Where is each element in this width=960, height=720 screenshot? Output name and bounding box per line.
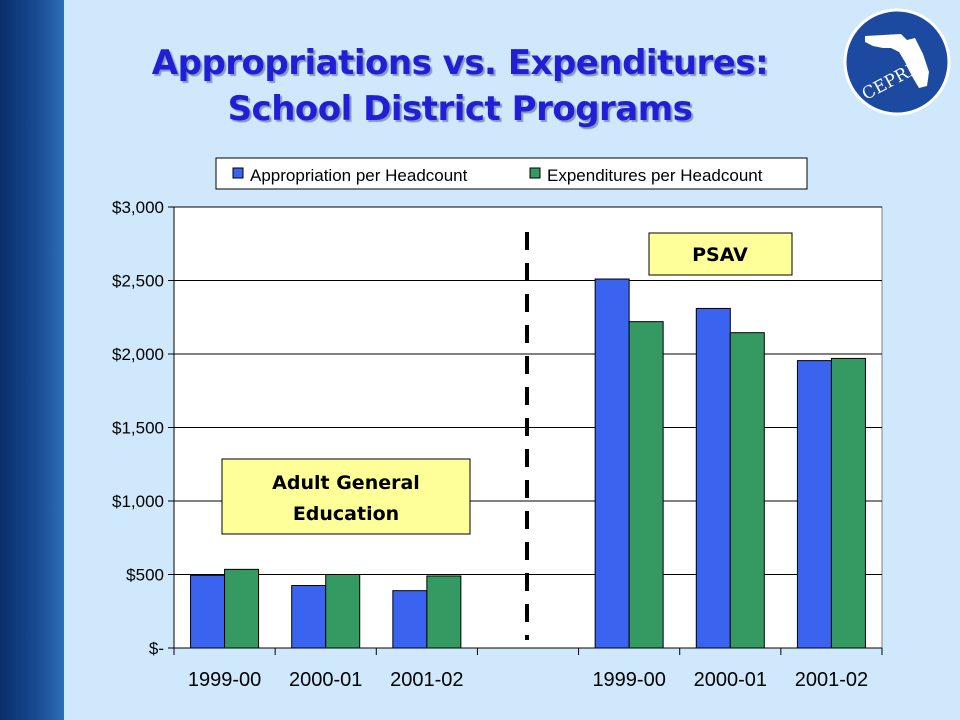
x-category-label: 2001-02 bbox=[390, 669, 463, 691]
bar-appropriation-0 bbox=[190, 574, 226, 649]
legend-label-appropriation: Appropriation per Headcount bbox=[250, 166, 468, 185]
annotation-psav-text: PSAV bbox=[692, 244, 748, 266]
slide-title: Appropriations vs. Expenditures: School … bbox=[70, 40, 850, 132]
bar-appropriation-4 bbox=[594, 278, 630, 649]
annotation-line-2: Education bbox=[293, 503, 399, 525]
bar-appropriation-5 bbox=[695, 307, 731, 649]
y-tick-label: $2,000 bbox=[112, 345, 164, 364]
bar-appropriation-6 bbox=[796, 360, 832, 649]
x-category-label: 1999-00 bbox=[188, 669, 261, 691]
y-tick-label: $500 bbox=[126, 566, 164, 585]
cepri-logo: CEPRI bbox=[843, 8, 951, 116]
y-axis-ticks: $- $500 $1,000 $1,500 $2,000 $2,500 $3,000 bbox=[112, 198, 174, 658]
x-category-label: 2001-02 bbox=[795, 669, 868, 691]
annotation-psav: PSAV bbox=[648, 232, 793, 276]
x-category-label: 2000-01 bbox=[289, 669, 362, 691]
y-tick-label: $3,000 bbox=[112, 198, 164, 217]
slide-title-line-1: Appropriations vs. Expenditures: bbox=[151, 43, 769, 83]
legend-label-expenditure: Expenditures per Headcount bbox=[547, 166, 763, 185]
bar-expenditure-6 bbox=[830, 357, 866, 649]
y-tick-label: $1,000 bbox=[112, 492, 164, 511]
legend-swatch-appropriation bbox=[232, 167, 244, 179]
bar-expenditure-4 bbox=[628, 321, 664, 649]
bars bbox=[190, 278, 866, 649]
bar-expenditure-1 bbox=[325, 574, 361, 649]
y-tick-label: $1,500 bbox=[112, 419, 164, 438]
bar-expenditure-5 bbox=[729, 332, 765, 649]
legend: Appropriation per Headcount Expenditures… bbox=[215, 157, 808, 190]
annotation-line-1: Adult General bbox=[272, 472, 420, 494]
x-category-label: 2000-01 bbox=[694, 669, 767, 691]
bar-appropriation-2 bbox=[392, 590, 428, 649]
side-band bbox=[0, 0, 64, 720]
x-category-label: 1999-00 bbox=[592, 669, 665, 691]
bar-expenditure-2 bbox=[426, 575, 462, 649]
bar-expenditure-0 bbox=[224, 568, 260, 649]
annotation-adult-general-education: Adult General Education bbox=[221, 458, 471, 535]
y-tick-label: $2,500 bbox=[112, 272, 164, 291]
y-tick-label: $- bbox=[149, 639, 164, 658]
slide-title-line-2: School District Programs bbox=[227, 89, 693, 129]
florida-shape-icon bbox=[865, 34, 929, 88]
x-axis-categories: 1999-00 2000-01 2001-02 1999-00 2000-01 2001-… bbox=[173, 648, 883, 691]
legend-swatch-expenditure bbox=[529, 167, 541, 179]
bar-appropriation-1 bbox=[291, 585, 327, 649]
